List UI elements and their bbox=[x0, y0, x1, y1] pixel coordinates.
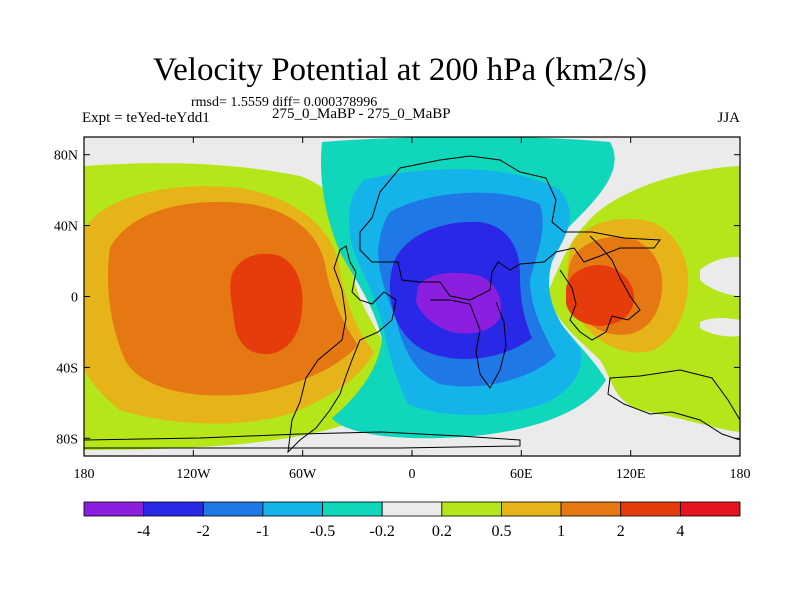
contour-2-4-west bbox=[230, 253, 303, 355]
colorbar-swatch bbox=[560, 501, 622, 517]
axes: 180 120W 60W 0 60E 120E 180 80N 40N 0 40S 80S bbox=[54, 137, 751, 482]
x-tick-label: 180 bbox=[730, 467, 751, 482]
contour-below-neg4 bbox=[416, 272, 502, 334]
colorbar-label: 1 bbox=[557, 523, 565, 540]
colorbar-label: -1 bbox=[256, 523, 269, 540]
x-tick-label: 120E bbox=[616, 467, 646, 482]
season-label: JJA bbox=[717, 110, 740, 126]
colorbar-swatch bbox=[381, 501, 443, 517]
colorbar-label: 2 bbox=[617, 523, 625, 540]
colorbar-label: 0.2 bbox=[432, 523, 452, 540]
y-tick-label: 40N bbox=[54, 220, 78, 235]
colorbar-label: -2 bbox=[197, 523, 210, 540]
colorbar-label: -0.5 bbox=[310, 523, 335, 540]
x-tick-label: 60E bbox=[510, 467, 533, 482]
colorbar-swatch bbox=[441, 501, 502, 517]
colorbar-swatch bbox=[322, 501, 383, 517]
x-tick-label: 120W bbox=[176, 467, 211, 482]
coastline-australia bbox=[607, 369, 740, 441]
neutral-pocket-east bbox=[700, 257, 740, 296]
colorbar-label: -0.2 bbox=[370, 523, 395, 540]
coastline-africa-eurasia bbox=[359, 155, 661, 301]
y-tick-label: 40S bbox=[56, 361, 78, 376]
contour-field bbox=[84, 137, 740, 456]
colorbar-label: 4 bbox=[676, 523, 684, 540]
chart-title: Velocity Potential at 200 hPa (km2/s) bbox=[152, 52, 648, 88]
colorbar-label: 0.5 bbox=[491, 523, 511, 540]
coastlines bbox=[84, 155, 740, 454]
coastline-antarctica bbox=[84, 431, 521, 449]
coastline-africa-south bbox=[430, 299, 507, 389]
colorbar-swatch bbox=[143, 501, 204, 517]
coastline-asia-east bbox=[559, 235, 641, 341]
neutral-pocket-east-south bbox=[700, 318, 740, 337]
colorbar-swatch bbox=[262, 501, 323, 517]
colorbar-swatch bbox=[679, 501, 741, 517]
colorbar-swatch bbox=[501, 501, 562, 517]
x-tick-label: 60W bbox=[289, 467, 317, 482]
stats-label: rmsd= 1.5559 diff= 0.000378996 bbox=[191, 95, 378, 110]
y-tick-label: 0 bbox=[71, 291, 78, 306]
colorbar-swatch bbox=[202, 501, 264, 517]
experiment-label: Expt = teYed-teYdd1 bbox=[82, 110, 210, 126]
x-tick-label: 0 bbox=[409, 467, 416, 482]
colorbar: -4 -2 -1 -0.5 -0.2 0.2 0.5 1 2 4 bbox=[83, 501, 741, 540]
x-tick-label: 180 bbox=[74, 467, 95, 482]
y-tick-label: 80S bbox=[56, 432, 78, 447]
y-tick-label: 80N bbox=[54, 149, 78, 164]
contour-2-4-east bbox=[566, 264, 635, 326]
subtitle-label: 275_0_MaBP - 275_0_MaBP bbox=[272, 106, 451, 122]
contour-0.5-1-dateline bbox=[84, 342, 104, 366]
colorbar-swatch bbox=[620, 501, 681, 517]
colorbar-swatch bbox=[83, 501, 145, 517]
colorbar-label: -4 bbox=[137, 523, 150, 540]
coastline-americas bbox=[287, 245, 397, 454]
